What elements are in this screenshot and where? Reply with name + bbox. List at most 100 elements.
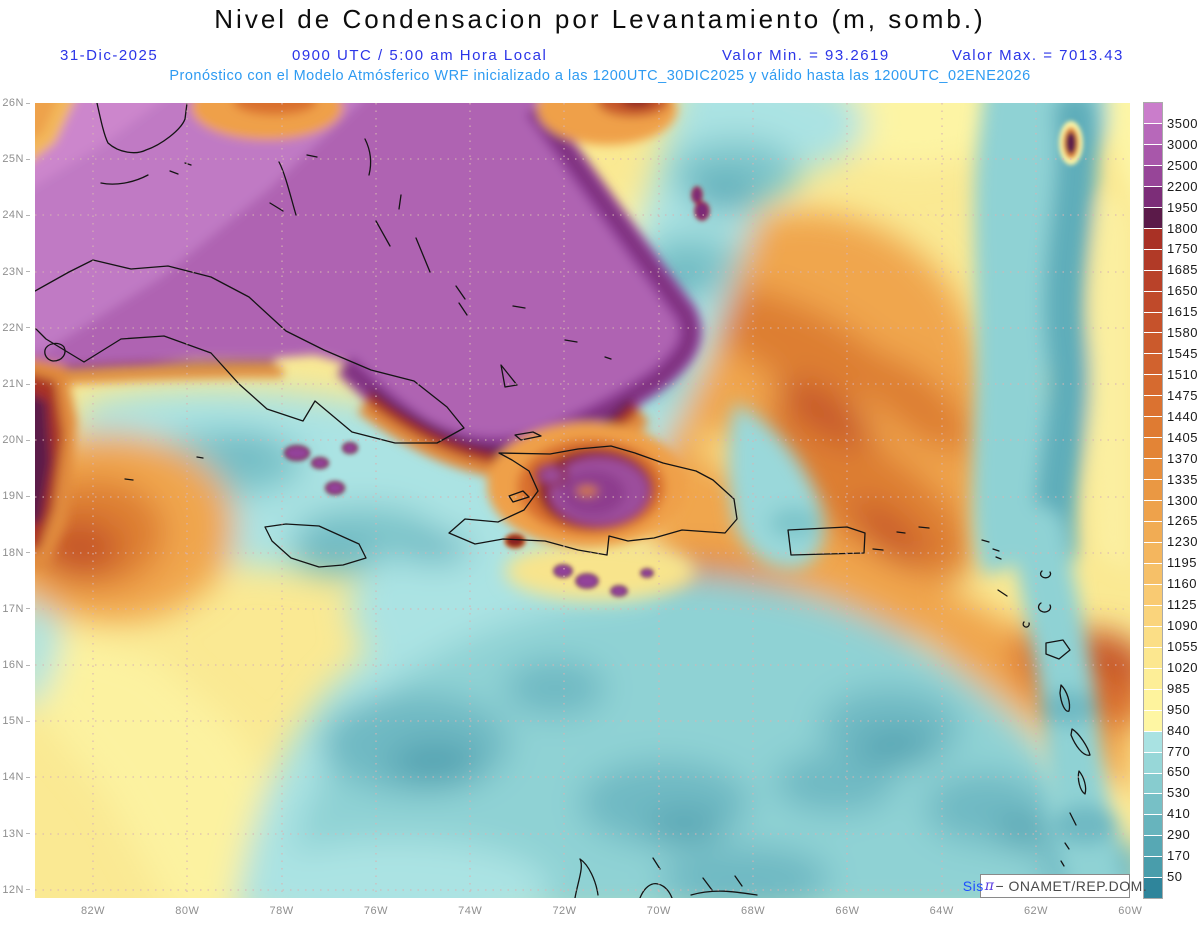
lon-tick-label: 60W bbox=[1118, 905, 1143, 917]
colorbar-segment bbox=[1144, 103, 1162, 123]
colorbar-tick-label: 770 bbox=[1167, 743, 1191, 759]
colorbar-tick-label: 1370 bbox=[1167, 450, 1198, 466]
lat-tick-label: 23N bbox=[2, 266, 30, 278]
lat-tick-label: 19N bbox=[2, 490, 30, 502]
colorbar-segment bbox=[1144, 396, 1162, 417]
lat-tick-label: 22N bbox=[2, 322, 30, 334]
graticule-grid bbox=[35, 103, 1130, 898]
colorbar-segment bbox=[1144, 710, 1162, 731]
colorbar-tick-label: 1230 bbox=[1167, 534, 1198, 550]
lat-tick-label: 16N bbox=[2, 659, 30, 671]
colorbar-tick-label: 1615 bbox=[1167, 304, 1198, 320]
colorbar-segment bbox=[1144, 857, 1162, 878]
watermark-box: Sis π − ONAMET/REP.DOM. bbox=[963, 874, 1147, 898]
colorbar-tick-label: 290 bbox=[1167, 827, 1191, 843]
colorbar-tick-label: 170 bbox=[1167, 848, 1191, 864]
colorbar-segment bbox=[1144, 543, 1162, 563]
colorbar-tick-label: 1160 bbox=[1167, 576, 1197, 592]
colorbar-segment bbox=[1144, 144, 1162, 165]
colorbar-tick-label: 3500 bbox=[1167, 115, 1198, 131]
forecast-model-line: Pronóstico con el Modelo Atmósferico WRF… bbox=[169, 68, 1031, 84]
colorbar-tick-label: 50 bbox=[1167, 869, 1183, 885]
colorbar-tick-label: 1545 bbox=[1167, 346, 1198, 362]
colorbar-tick-label: 1510 bbox=[1167, 366, 1198, 382]
colorbar-segment bbox=[1144, 333, 1162, 354]
colorbar-tick-label: 2200 bbox=[1167, 178, 1198, 194]
field-large-blobs bbox=[35, 103, 1130, 898]
colorbar-tick-label: 1090 bbox=[1167, 618, 1198, 634]
colorbar-segment bbox=[1144, 752, 1162, 773]
colorbar-segment bbox=[1144, 773, 1162, 794]
colorbar-tick-label: 1580 bbox=[1167, 325, 1198, 341]
colorbar-segment bbox=[1144, 815, 1162, 836]
valid-time-label: 0900 UTC / 5:00 am Hora Local bbox=[292, 47, 548, 64]
colorbar-segment bbox=[1144, 249, 1162, 270]
colorbar-tick-label: 1475 bbox=[1167, 387, 1198, 403]
lon-tick-label: 82W bbox=[80, 905, 106, 917]
lon-tick-label: 78W bbox=[269, 905, 294, 917]
pi-symbol: π bbox=[984, 878, 995, 894]
colorbar-tick-label: 1650 bbox=[1167, 283, 1198, 299]
lon-tick-label: 72W bbox=[552, 905, 577, 917]
colorbar-tick-label: 1020 bbox=[1167, 659, 1198, 675]
watermark-brand: Sis bbox=[962, 878, 984, 894]
lon-tick-label: 66W bbox=[835, 905, 860, 917]
colorbar-segment bbox=[1144, 291, 1162, 312]
lat-tick-label: 24N bbox=[2, 209, 30, 221]
colorbar-segment bbox=[1144, 207, 1162, 228]
lat-tick-label: 15N bbox=[2, 715, 30, 727]
lon-tick-label: 70W bbox=[646, 905, 671, 917]
colorbar-segment bbox=[1144, 165, 1162, 186]
colorbar-tick-label: 1265 bbox=[1167, 513, 1198, 529]
colorbar-segment bbox=[1144, 270, 1162, 291]
colorbar-segment bbox=[1144, 417, 1162, 438]
map-canvas bbox=[35, 103, 1130, 898]
colorbar-segment bbox=[1144, 228, 1162, 249]
lat-tick-label: 18N bbox=[2, 547, 30, 559]
colorbar bbox=[1143, 102, 1163, 899]
colorbar-segment bbox=[1144, 584, 1162, 605]
colorbar-segment bbox=[1144, 354, 1162, 375]
colorbar-segment bbox=[1144, 731, 1162, 752]
colorbar-tick-label: 2500 bbox=[1167, 157, 1198, 173]
colorbar-segment bbox=[1144, 459, 1162, 480]
coastlines bbox=[35, 103, 1130, 898]
lat-tick-label: 20N bbox=[2, 434, 30, 446]
colorbar-segment bbox=[1144, 522, 1162, 543]
field-small-specks bbox=[284, 121, 1083, 597]
lon-tick-label: 80W bbox=[175, 905, 200, 917]
colorbar-tick-label: 1440 bbox=[1167, 408, 1198, 424]
colorbar-segment bbox=[1144, 501, 1162, 522]
lon-tick-label: 64W bbox=[929, 905, 954, 917]
colorbar-segment bbox=[1144, 605, 1162, 626]
colorbar-tick-label: 1195 bbox=[1167, 555, 1197, 571]
colorbar-segment bbox=[1144, 836, 1162, 857]
colorbar-segment bbox=[1144, 626, 1162, 647]
valid-date-label: 31-Dic-2025 bbox=[60, 47, 159, 64]
colorbar-segment bbox=[1144, 878, 1162, 899]
colorbar-tick-label: 410 bbox=[1167, 806, 1191, 822]
watermark-org: − ONAMET/REP.DOM. bbox=[995, 878, 1148, 894]
colorbar-segment bbox=[1144, 438, 1162, 459]
colorbar-segment bbox=[1144, 794, 1162, 815]
value-max-label: Valor Max. = 7013.43 bbox=[952, 47, 1124, 64]
colorbar-tick-label: 1125 bbox=[1167, 597, 1197, 613]
colorbar-segment bbox=[1144, 375, 1162, 396]
lat-tick-label: 14N bbox=[2, 771, 30, 783]
value-min-label: Valor Min. = 93.2619 bbox=[722, 47, 890, 64]
colorbar-segment bbox=[1144, 123, 1162, 144]
colorbar-tick-label: 650 bbox=[1167, 764, 1191, 780]
lon-tick-label: 68W bbox=[741, 905, 766, 917]
field-medium-blobs bbox=[467, 103, 1130, 898]
colorbar-tick-label: 950 bbox=[1167, 701, 1191, 717]
colorbar-tick-label: 1750 bbox=[1167, 241, 1198, 257]
lat-tick-label: 17N bbox=[2, 603, 30, 615]
lon-tick-label: 74W bbox=[458, 905, 483, 917]
colorbar-segment bbox=[1144, 186, 1162, 207]
lon-tick-label: 76W bbox=[363, 905, 388, 917]
colorbar-tick-label: 1300 bbox=[1167, 492, 1198, 508]
colorbar-segment bbox=[1144, 689, 1162, 710]
colorbar-tick-label: 530 bbox=[1167, 785, 1191, 801]
lat-tick-label: 12N bbox=[2, 884, 30, 896]
lat-tick-label: 21N bbox=[2, 378, 30, 390]
